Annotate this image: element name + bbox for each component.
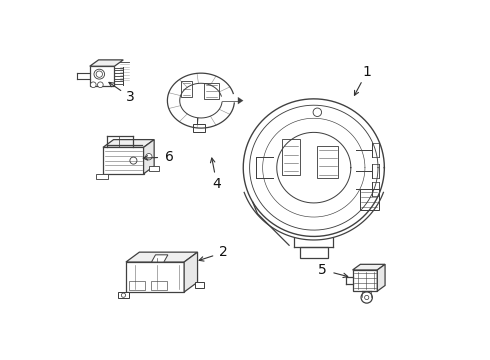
Circle shape — [130, 157, 137, 164]
Polygon shape — [126, 252, 197, 262]
Polygon shape — [144, 140, 154, 174]
Text: 6: 6 — [165, 150, 173, 164]
Polygon shape — [238, 97, 243, 104]
Circle shape — [313, 108, 321, 117]
Polygon shape — [126, 262, 184, 292]
Circle shape — [91, 82, 96, 87]
Polygon shape — [149, 166, 159, 171]
Polygon shape — [193, 123, 205, 132]
Polygon shape — [90, 66, 115, 86]
Polygon shape — [150, 282, 167, 290]
Polygon shape — [377, 264, 385, 291]
Polygon shape — [118, 292, 129, 298]
Ellipse shape — [94, 69, 104, 79]
Polygon shape — [96, 174, 108, 179]
Polygon shape — [300, 247, 328, 258]
Text: 2: 2 — [220, 245, 228, 259]
Text: 5: 5 — [318, 263, 327, 277]
Polygon shape — [90, 60, 123, 66]
Polygon shape — [318, 147, 339, 178]
Text: 1: 1 — [362, 66, 371, 80]
Circle shape — [146, 153, 152, 160]
Text: 4: 4 — [212, 176, 221, 190]
Circle shape — [365, 295, 369, 300]
Circle shape — [122, 293, 125, 297]
Circle shape — [96, 71, 102, 77]
Text: 3: 3 — [126, 90, 135, 104]
Polygon shape — [129, 282, 146, 290]
Polygon shape — [151, 255, 168, 262]
Circle shape — [98, 82, 103, 87]
Polygon shape — [353, 270, 377, 291]
Polygon shape — [204, 83, 219, 99]
Polygon shape — [103, 147, 144, 174]
Polygon shape — [353, 264, 385, 270]
Polygon shape — [282, 139, 300, 175]
Polygon shape — [195, 282, 204, 288]
Polygon shape — [184, 252, 197, 292]
Polygon shape — [103, 140, 154, 147]
Circle shape — [361, 292, 372, 303]
Polygon shape — [181, 81, 192, 97]
Polygon shape — [360, 189, 379, 210]
